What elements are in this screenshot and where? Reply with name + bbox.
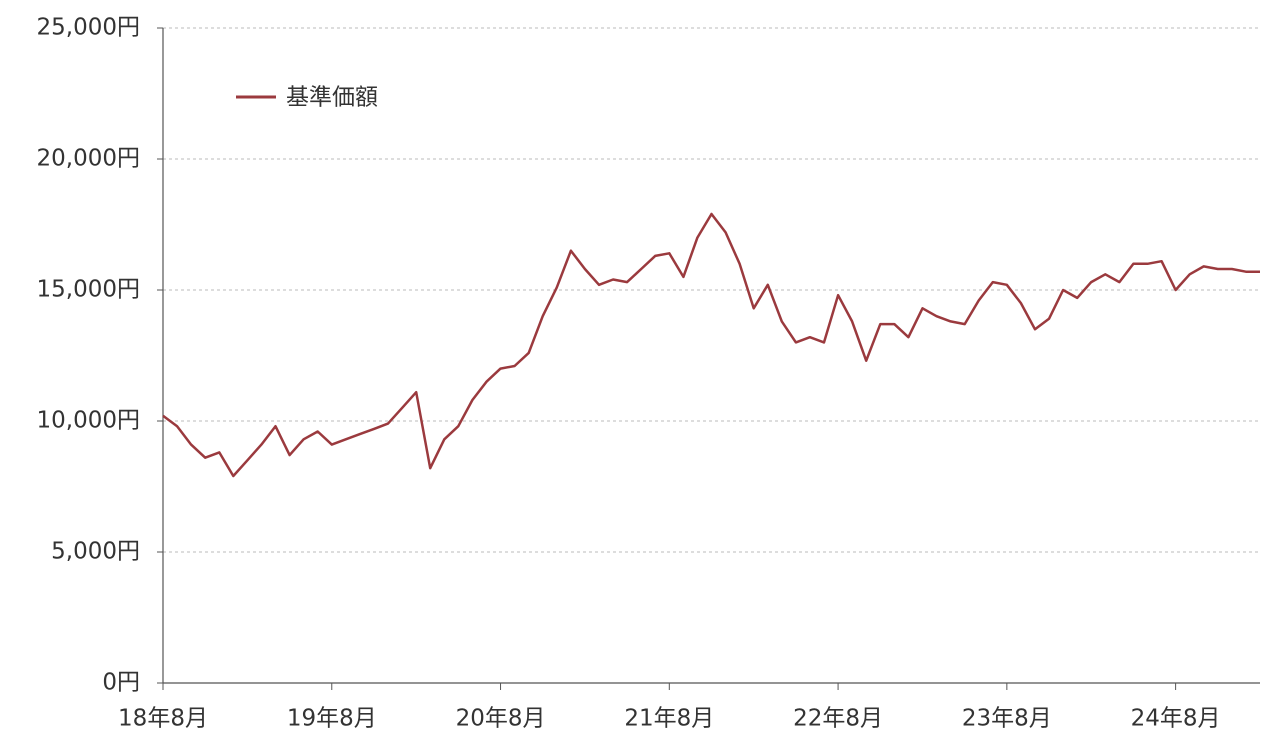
legend-label: 基準価額 bbox=[286, 85, 378, 111]
x-tick-label: 18年8月 bbox=[118, 706, 208, 732]
x-tick-label: 19年8月 bbox=[287, 706, 377, 732]
data-line bbox=[162, 212, 1260, 478]
x-tick-label: 21年8月 bbox=[624, 706, 714, 732]
y-tick-label: 15,000円 bbox=[37, 277, 140, 303]
y-tick-label: 0円 bbox=[102, 670, 140, 696]
y-tick-label: 10,000円 bbox=[37, 408, 140, 434]
y-tick-label: 20,000円 bbox=[37, 146, 140, 172]
y-tick-label: 25,000円 bbox=[37, 15, 140, 41]
x-tick-label: 23年8月 bbox=[962, 706, 1052, 732]
x-tick-label: 22年8月 bbox=[793, 706, 883, 732]
y-tick-label: 5,000円 bbox=[51, 539, 140, 565]
x-tick-label: 20年8月 bbox=[456, 706, 546, 732]
x-tick-label: 24年8月 bbox=[1131, 706, 1221, 732]
